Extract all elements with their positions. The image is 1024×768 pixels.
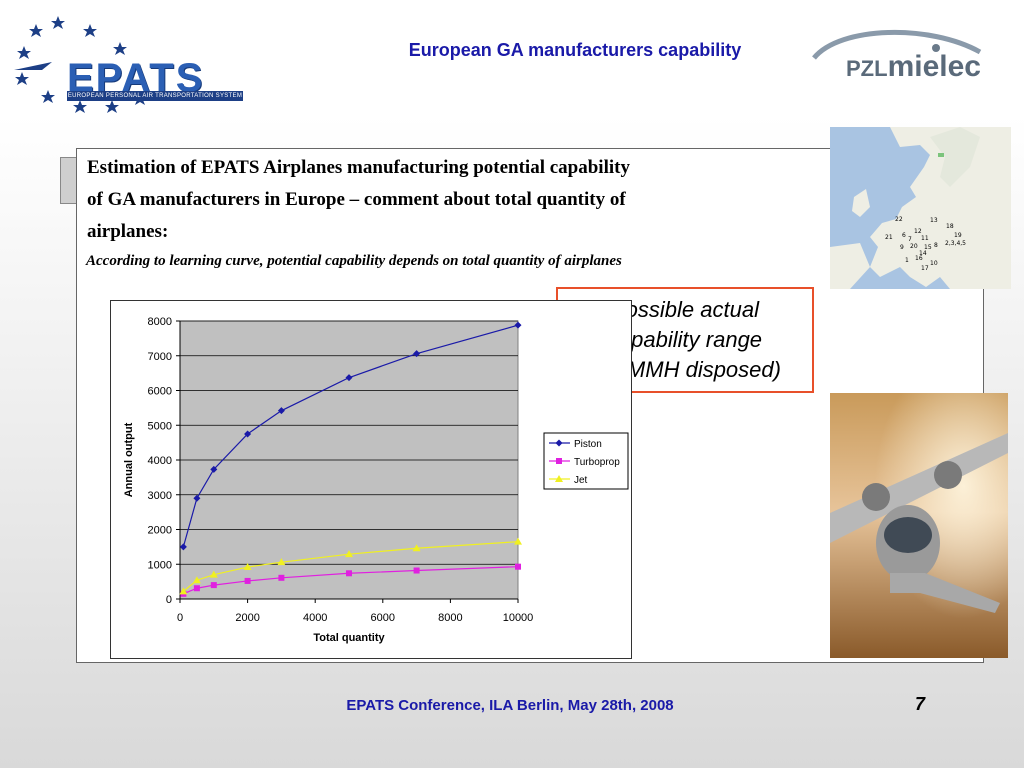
pzl-wordmark: PZLmielec (846, 50, 981, 83)
epats-band-text: EUROPEAN PERSONAL AIR TRANSPORTATION SYS… (67, 91, 243, 101)
legend-marker-turboprop (556, 458, 562, 464)
point-piston (277, 407, 285, 415)
map-label: 8 (934, 242, 938, 249)
point-turboprop (413, 567, 420, 574)
map-label: 19 (954, 232, 962, 239)
y-tick-label: 1000 (148, 559, 172, 571)
star-ring-icon (14, 16, 147, 113)
estimation-line-2: of GA manufacturers in Europe – comment … (87, 189, 626, 210)
map-label: 17 (921, 265, 929, 272)
point-jet (192, 576, 201, 584)
callout-line-2: capability range (607, 327, 763, 352)
map-label: 14 (919, 250, 927, 257)
map-label: 13 (930, 217, 938, 224)
epats-logo: EPATS EUROPEAN PERSONAL AIR TRANSPORTATI… (12, 10, 243, 118)
airplane-photo (830, 393, 1008, 658)
point-jet (412, 544, 421, 552)
point-turboprop (278, 574, 285, 581)
point-turboprop (193, 585, 200, 592)
estimation-line-1: Estimation of EPATS Airplanes manufactur… (87, 157, 630, 178)
y-tick-label: 4000 (148, 455, 172, 467)
europe-map-image: 22 13 18 12 21 6 19 11 7 2,3,4,5 20 15 9… (830, 127, 1011, 289)
point-jet (243, 563, 252, 571)
map-label: 12 (914, 228, 922, 235)
callout-line-1: Possible actual (611, 297, 759, 322)
y-axis-label: Annual output (123, 422, 135, 497)
point-piston (514, 321, 522, 329)
legend-marker-jet (555, 475, 563, 482)
y-tick-label: 2000 (148, 525, 172, 537)
series-line-piston (182, 324, 519, 548)
swoosh-icon (812, 30, 982, 60)
point-turboprop (244, 577, 251, 584)
point-turboprop (210, 582, 217, 589)
point-piston (193, 494, 201, 502)
map-label: 22 (895, 216, 903, 223)
map-label: 16 (915, 255, 923, 262)
map-label: 2,3,4,5 (945, 240, 966, 247)
map-label: 15 (924, 244, 932, 251)
learning-curve-note: According to learning curve, potential c… (86, 253, 622, 269)
map-label: 7 (908, 236, 912, 243)
point-jet (277, 558, 286, 566)
legend-label-jet: Jet (574, 475, 588, 486)
point-jet (209, 570, 218, 578)
map-label: 1 (905, 257, 909, 264)
y-tick-label: 0 (166, 594, 172, 606)
pzl-mielec-logo: PZLmielec (810, 28, 1010, 98)
map-label: 9 (900, 244, 904, 251)
map-label: 6 (902, 232, 906, 239)
map-label: 11 (921, 235, 929, 242)
legend-label-piston: Piston (574, 439, 602, 450)
x-tick-label: 8000 (438, 612, 462, 624)
y-tick-label: 3000 (148, 490, 172, 502)
point-piston (179, 543, 187, 551)
x-axis-label: Total quantity (313, 632, 385, 644)
x-tick-label: 0 (177, 612, 183, 624)
x-tick-label: 4000 (303, 612, 327, 624)
point-jet (514, 537, 522, 545)
map-label: 10 (930, 260, 938, 267)
y-tick-label: 6000 (148, 386, 172, 398)
page-number: 7 (914, 694, 925, 714)
point-piston (244, 430, 252, 438)
point-turboprop (346, 570, 352, 577)
point-jet (345, 550, 353, 558)
legend-marker-piston (555, 439, 563, 447)
x-tick-label: 6000 (371, 612, 395, 624)
footer-text: EPATS Conference, ILA Berlin, May 28th, … (346, 697, 674, 714)
series-line-jet (182, 541, 519, 592)
estimation-line-3: airplanes: (87, 221, 169, 242)
y-tick-label: 7000 (148, 351, 172, 363)
point-turboprop (515, 563, 521, 570)
y-tick-label: 8000 (148, 316, 172, 328)
annual-output-chart: 0 1000 2000 3000 4000 5000 6000 7000 8000 0 2000 40… (123, 316, 629, 644)
page-title: European GA manufacturers capability (408, 40, 742, 60)
map-label: 20 (910, 243, 918, 250)
point-piston (413, 350, 421, 358)
legend-label-turboprop: Turboprop (574, 457, 620, 468)
y-tick-label: 5000 (148, 420, 172, 432)
map-label: 18 (946, 223, 954, 230)
x-tick-label: 2000 (235, 612, 259, 624)
x-tick-label: 10000 (503, 612, 534, 624)
point-piston (345, 374, 353, 382)
point-piston (210, 465, 218, 473)
estimation-text: Estimation of EPATS Airplanes manufactur… (87, 152, 787, 248)
point-jet (179, 587, 188, 595)
map-label: 21 (885, 234, 893, 241)
